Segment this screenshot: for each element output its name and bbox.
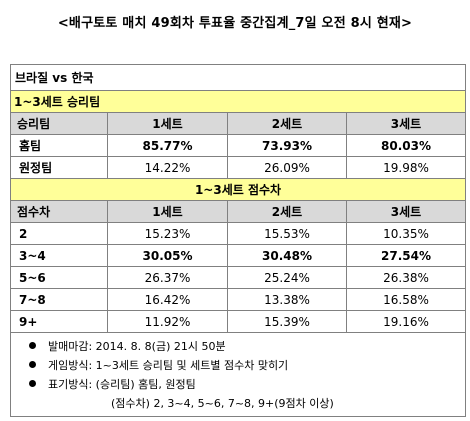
section2-header-set2: 2세트 <box>227 200 347 223</box>
row-label: 5~6 <box>10 266 108 289</box>
cell-value: 16.42% <box>107 288 228 311</box>
section1-banner: 1~3세트 승리팀 <box>9 90 467 113</box>
note-text: 게임방식: 1~3세트 승리팀 및 세트별 점수차 맞히기 <box>48 358 289 372</box>
cell-value: 26.09% <box>227 156 347 179</box>
vote-rate-table: 브라질 vs 한국 1~3세트 승리팀 승리팀 1세트 2세트 3세트 홈팀 8… <box>9 64 467 417</box>
cell-value: 19.16% <box>345 310 467 333</box>
table-row: 홈팀 85.77% 73.93% 80.03% <box>10 134 467 157</box>
cell-value: 13.38% <box>227 288 347 311</box>
section2-banner: 1~3세트 점수차 <box>9 178 467 201</box>
table-row: 5~6 26.37% 25.24% 26.38% <box>10 266 467 289</box>
note-text: 표기방식: (승리팀) 홈팀, 원정팀 <box>48 377 196 391</box>
notes-row: 발매마감: 2014. 8. 8(금) 21시 50분 게임방식: 1~3세트 … <box>9 332 467 417</box>
row-label: 7~8 <box>10 288 108 311</box>
cell-value: 85.77% <box>107 134 228 157</box>
bullet-icon <box>29 361 36 368</box>
bullet-icon <box>29 380 36 387</box>
match-name: 브라질 vs 한국 <box>9 64 467 91</box>
cell-value: 80.03% <box>345 134 467 157</box>
cell-value: 25.24% <box>227 266 347 289</box>
section1-header-label: 승리팀 <box>10 112 108 135</box>
row-label: 2 <box>10 222 108 245</box>
note-item: 표기방식: (승리팀) 홈팀, 원정팀 <box>11 374 465 393</box>
row-label: 3~4 <box>10 244 108 267</box>
cell-value: 26.37% <box>107 266 228 289</box>
cell-value: 10.35% <box>345 222 467 245</box>
cell-value: 15.53% <box>227 222 347 245</box>
section1-header-set3: 3세트 <box>345 112 467 135</box>
section2-header-row: 점수차 1세트 2세트 3세트 <box>10 200 467 223</box>
section2-header-set1: 1세트 <box>107 200 228 223</box>
page-title: <배구토토 매치 49회차 투표율 중간집계_7일 오전 8시 현재> <box>57 16 413 31</box>
cell-value: 15.23% <box>107 222 228 245</box>
cell-value: 26.38% <box>345 266 467 289</box>
table-row: 원정팀 14.22% 26.09% 19.98% <box>10 156 467 179</box>
cell-value: 30.48% <box>227 244 347 267</box>
section1-header-set1: 1세트 <box>107 112 228 135</box>
notes-cell: 발매마감: 2014. 8. 8(금) 21시 50분 게임방식: 1~3세트 … <box>9 332 467 417</box>
cell-value: 73.93% <box>227 134 347 157</box>
table-row: 9+ 11.92% 15.39% 19.16% <box>10 310 467 333</box>
table-row: 2 15.23% 15.53% 10.35% <box>10 222 467 245</box>
bullet-icon <box>29 342 36 349</box>
section2-banner-row: 1~3세트 점수차 <box>9 178 467 201</box>
cell-value: 19.98% <box>345 156 467 179</box>
note-item: 발매마감: 2014. 8. 8(금) 21시 50분 <box>11 336 465 355</box>
cell-value: 30.05% <box>107 244 228 267</box>
table-row: 3~4 30.05% 30.48% 27.54% <box>10 244 467 267</box>
note-continuation: (점수차) 2, 3~4, 5~6, 7~8, 9+(9점차 이상) <box>11 393 465 412</box>
table-row: 7~8 16.42% 13.38% 16.58% <box>10 288 467 311</box>
section1-header-row: 승리팀 1세트 2세트 3세트 <box>10 112 467 135</box>
cell-value: 15.39% <box>227 310 347 333</box>
cell-value: 14.22% <box>107 156 228 179</box>
section1-banner-row: 1~3세트 승리팀 <box>9 90 467 113</box>
cell-value: 11.92% <box>107 310 228 333</box>
section1-header-set2: 2세트 <box>227 112 347 135</box>
note-text: 발매마감: 2014. 8. 8(금) 21시 50분 <box>48 339 226 353</box>
row-label: 9+ <box>10 310 108 333</box>
section2-header-label: 점수차 <box>10 200 108 223</box>
note-item: 게임방식: 1~3세트 승리팀 및 세트별 점수차 맞히기 <box>11 355 465 374</box>
row-label: 원정팀 <box>10 156 108 179</box>
cell-value: 16.58% <box>345 288 467 311</box>
row-label: 홈팀 <box>10 134 108 157</box>
cell-value: 27.54% <box>345 244 467 267</box>
note-text: (점수차) 2, 3~4, 5~6, 7~8, 9+(9점차 이상) <box>111 396 334 410</box>
section2-header-set3: 3세트 <box>345 200 467 223</box>
match-row: 브라질 vs 한국 <box>9 64 467 91</box>
